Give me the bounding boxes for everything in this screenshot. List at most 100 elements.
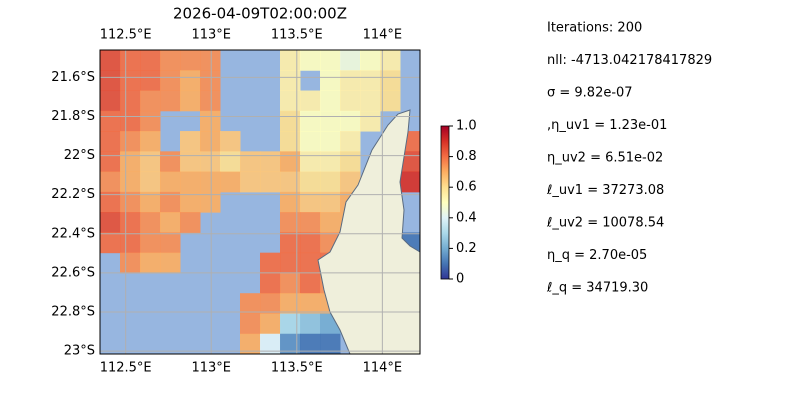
cell	[160, 252, 181, 274]
parameter-text: ℓ_uv1 = 37273.08	[546, 183, 664, 198]
cell	[100, 110, 121, 132]
cell	[140, 131, 161, 152]
cell	[400, 171, 420, 193]
cell	[100, 131, 121, 152]
heatmap	[100, 50, 420, 354]
cell	[340, 151, 361, 173]
cell	[280, 232, 301, 254]
cell	[160, 191, 181, 213]
cell	[100, 151, 121, 173]
cell	[220, 151, 241, 173]
cell	[280, 70, 301, 92]
cell	[160, 90, 181, 112]
parameter-text: ℓ_uv2 = 10078.54	[546, 216, 664, 231]
cell	[120, 212, 141, 233]
colorbar-tick-label: 0.6	[456, 180, 477, 195]
y-tick-label: 21.8°S	[51, 109, 95, 124]
cell	[100, 70, 121, 92]
cell	[300, 50, 321, 71]
cell	[260, 151, 281, 173]
cell	[100, 232, 121, 254]
y-tick-label: 21.6°S	[51, 70, 95, 85]
parameter-text: nll: -4713.042178417829	[547, 53, 712, 68]
x-tick-label: 114°E	[363, 361, 403, 376]
cell	[340, 171, 361, 193]
colorbar-tick-label: 0.8	[456, 149, 477, 164]
x-tick-label-top: 113.5°E	[271, 28, 323, 43]
cell	[260, 171, 281, 193]
cell	[280, 191, 301, 213]
cell	[380, 90, 401, 112]
cell	[120, 110, 141, 132]
cell	[340, 70, 361, 92]
cell	[300, 191, 321, 213]
cell	[120, 171, 141, 193]
cell	[180, 191, 201, 213]
cell	[140, 191, 161, 213]
cell	[260, 252, 281, 274]
cell	[100, 171, 121, 193]
cell	[320, 212, 341, 233]
cell	[300, 131, 321, 152]
y-tick-label: 22°S	[64, 148, 95, 163]
cell	[140, 171, 161, 193]
cell	[180, 151, 201, 173]
parameter-text: Iterations: 200	[547, 21, 642, 36]
cell	[300, 272, 321, 294]
cell	[360, 110, 381, 132]
cell	[300, 151, 321, 173]
colorbar-tick-label: 0	[456, 272, 464, 287]
cell	[400, 151, 420, 173]
cell	[100, 191, 121, 213]
cell	[220, 131, 241, 152]
cell	[320, 131, 341, 152]
cell	[260, 293, 281, 314]
cell	[320, 110, 341, 132]
cell	[280, 313, 301, 335]
cell	[280, 90, 301, 112]
cell	[140, 151, 161, 173]
cell	[300, 110, 321, 132]
x-tick-label: 113.5°E	[271, 361, 323, 376]
cell	[280, 171, 301, 193]
cell	[140, 232, 161, 254]
cell	[300, 293, 321, 314]
cell	[380, 50, 401, 71]
cell	[340, 131, 361, 152]
colorbar	[440, 125, 450, 280]
cell	[320, 50, 341, 71]
cell	[140, 70, 161, 92]
cell	[300, 171, 321, 193]
cell	[160, 171, 181, 193]
y-tick-label: 22.6°S	[51, 265, 95, 280]
y-tick-label: 23°S	[64, 344, 95, 359]
cell	[160, 232, 181, 254]
cell	[160, 151, 181, 173]
cell	[320, 70, 341, 92]
cell	[280, 151, 301, 173]
cell	[300, 212, 321, 233]
x-tick-label: 113°E	[191, 361, 231, 376]
cell	[320, 333, 341, 354]
cell	[140, 50, 161, 71]
cell	[360, 90, 381, 112]
cell	[300, 90, 321, 112]
cell	[200, 131, 221, 152]
cell	[280, 131, 301, 152]
cell	[340, 50, 361, 71]
cell	[140, 90, 161, 112]
cell	[340, 110, 361, 132]
cell	[300, 252, 321, 274]
map-frame	[99, 49, 421, 355]
cell	[240, 171, 261, 193]
cell	[240, 151, 261, 173]
cell	[360, 70, 381, 92]
colorbar-tick-label: 1.0	[456, 119, 477, 134]
cell	[180, 212, 201, 233]
parameter-text: η_q = 2.70e-05	[547, 248, 647, 263]
cell	[320, 171, 341, 193]
graticule	[100, 50, 420, 354]
cell	[320, 90, 341, 112]
cell	[120, 151, 141, 173]
cell	[160, 70, 181, 92]
